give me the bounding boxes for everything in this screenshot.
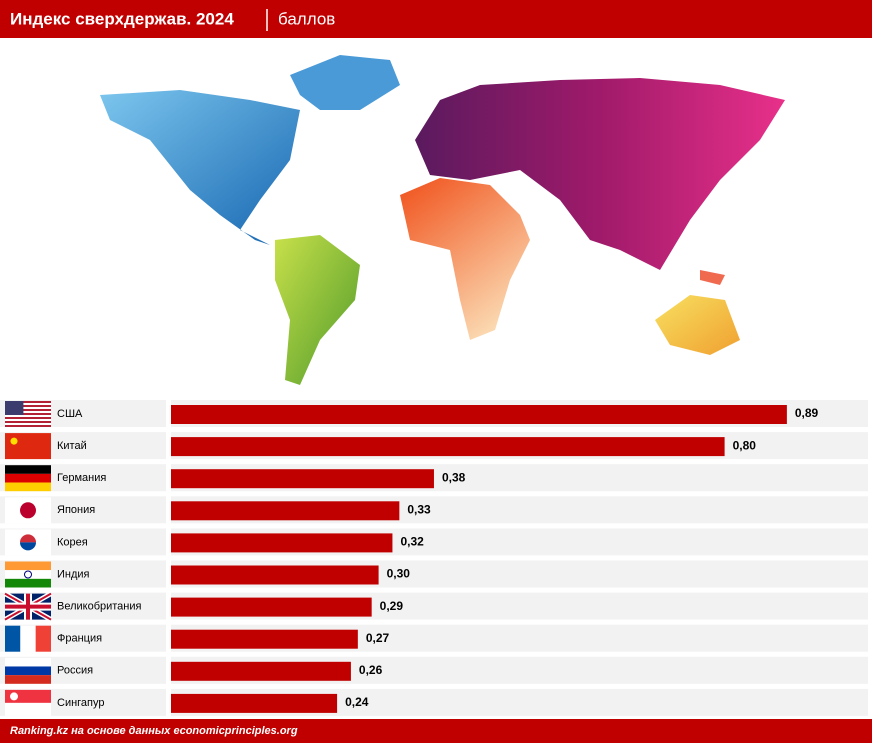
- flag: [5, 529, 51, 556]
- row: США 0,89: [0, 400, 868, 427]
- flag-part: [5, 675, 51, 684]
- flag: [5, 465, 51, 492]
- flag-part: [5, 411, 51, 413]
- value-label: 0,80: [733, 438, 757, 452]
- flag: [5, 657, 51, 684]
- chart-title: Индекс сверхдержав. 2024: [10, 9, 234, 28]
- row: Германия 0,38: [0, 464, 868, 492]
- bar: [171, 437, 725, 457]
- flag-part: [5, 413, 51, 415]
- flag-part: [10, 437, 18, 445]
- row: Франция 0,27: [0, 624, 868, 652]
- row: Великобритания 0,29: [0, 591, 868, 622]
- category-label: Япония: [57, 504, 95, 516]
- flag: [5, 401, 51, 427]
- flag: [5, 625, 51, 652]
- flag-part: [24, 570, 32, 579]
- row: Сингапур 0,24: [0, 688, 868, 716]
- category-label: Франция: [57, 633, 102, 645]
- bar: [171, 405, 787, 424]
- flag: [5, 433, 51, 460]
- flag-part: [5, 405, 51, 407]
- row: Япония 0,33: [0, 496, 868, 524]
- flag-part: [5, 689, 51, 703]
- flag-part: [5, 417, 51, 419]
- bar: [171, 597, 372, 617]
- category-label: Россия: [57, 665, 93, 677]
- flag-part: [5, 561, 51, 571]
- flag-part: [5, 415, 51, 417]
- flag: [5, 689, 51, 716]
- bar: [171, 469, 434, 489]
- value-label: 0,32: [400, 535, 424, 549]
- flag-part: [5, 409, 51, 411]
- flag-part: [10, 692, 18, 701]
- flag-part: [5, 425, 51, 427]
- category-label: Великобритания: [57, 601, 142, 613]
- flag-part: [20, 542, 36, 551]
- value-label: 0,33: [407, 502, 431, 516]
- bar: [171, 629, 358, 649]
- header-bar: [0, 0, 872, 38]
- flag-part: [5, 401, 24, 415]
- world-map: [100, 55, 785, 385]
- flag-part: [35, 625, 51, 652]
- flag: [5, 561, 51, 588]
- flag-part: [5, 407, 51, 409]
- category-label: Индия: [57, 568, 90, 580]
- value-label: 0,24: [345, 695, 369, 709]
- bar: [171, 693, 338, 713]
- flag-part: [5, 482, 51, 492]
- value-label: 0,27: [366, 631, 390, 645]
- value-label: 0,30: [387, 567, 411, 581]
- bar: [171, 501, 400, 521]
- category-label: Китай: [57, 440, 87, 452]
- value-label: 0,89: [795, 406, 819, 420]
- row: Россия 0,26: [0, 656, 868, 684]
- footer-bar: [0, 719, 872, 743]
- row: Индия 0,30: [0, 560, 868, 588]
- flag-part: [5, 593, 51, 620]
- flag-part: [20, 534, 36, 543]
- flag-part: [5, 403, 51, 405]
- flag-part: [20, 502, 36, 519]
- flag-part: [5, 465, 51, 474]
- bar: [171, 565, 379, 585]
- row: Корея 0,32: [0, 528, 868, 556]
- value-label: 0,38: [442, 470, 466, 484]
- flag: [5, 497, 51, 524]
- value-label: 0,26: [359, 663, 383, 677]
- flag-part: [5, 702, 51, 716]
- bar: [171, 533, 393, 553]
- flag-part: [5, 433, 51, 460]
- flag-part: [5, 657, 51, 667]
- bar: [171, 661, 351, 681]
- category-label: Сингапур: [57, 697, 105, 709]
- flag-part: [5, 419, 51, 421]
- flag-part: [5, 473, 51, 483]
- category-label: США: [57, 408, 83, 420]
- flag: [3, 591, 53, 622]
- flag-part: [20, 625, 36, 652]
- flag-part: [5, 578, 51, 588]
- category-label: Германия: [57, 472, 106, 484]
- flag-part: [5, 423, 51, 425]
- chart-subtitle: баллов: [278, 9, 335, 28]
- flag-part: [5, 666, 51, 676]
- value-label: 0,29: [380, 599, 404, 613]
- flag-part: [5, 625, 21, 652]
- source-note: Ranking.kz на основе данных economicprin…: [10, 725, 298, 737]
- row: Китай 0,80: [0, 432, 868, 460]
- flag-part: [5, 401, 51, 403]
- flag-part: [5, 421, 51, 423]
- flag-part: [5, 570, 51, 579]
- category-label: Корея: [57, 536, 88, 548]
